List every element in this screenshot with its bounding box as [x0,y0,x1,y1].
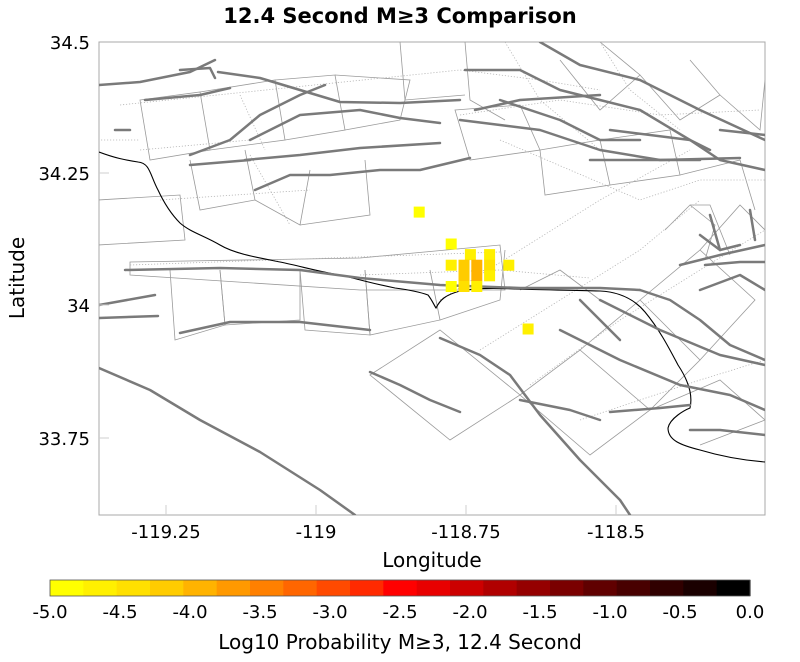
colorbar-swatch [583,580,618,596]
colorbar [50,580,751,596]
heatmap-cell [471,270,483,282]
heatmap-cell [471,259,483,271]
y-tick-label: 33.75 [38,429,90,450]
heatmap-cell [464,249,476,261]
coastline [99,151,765,463]
colorbar-frame [49,579,751,597]
colorbar-swatch [450,580,484,596]
colorbar-swatch [250,580,284,596]
colorbar-swatch [550,580,584,596]
colorbar-swatch [716,580,751,596]
colorbar-tick-label: -2.0 [452,602,487,623]
colorbar-swatch [150,580,184,596]
colorbar-swatch [50,580,84,596]
heatmap-cell [484,270,496,282]
heatmap-cell [458,281,470,292]
colorbar-tick-label: -2.5 [382,602,417,623]
colorbar-tick-label: 0.0 [736,602,765,623]
heatmap-cell [445,281,457,292]
heatmap-cell [484,249,496,261]
colorbar-swatch [350,580,384,596]
colorbar-swatch [116,580,151,596]
y-tick-labels: 34.5 34.25 34 33.75 [38,33,90,450]
heatmap-cell [458,270,470,282]
x-axis-label: Longitude [382,548,481,572]
colorbar-label: Log10 Probability M≥3, 12.4 Second [218,630,582,654]
colorbar-tick-label: -0.5 [662,602,697,623]
axis-ticks [99,172,617,515]
heatmap-cell [413,206,425,218]
colorbar-swatch [516,580,551,596]
colorbar-tick-label: -1.5 [522,602,557,623]
colorbar-swatch [83,580,118,596]
colorbar-swatch [183,580,218,596]
x-tick-label: -119 [296,522,337,543]
y-tick-label: 34 [67,296,90,317]
colorbar-swatch [683,580,718,596]
heatmap-cell [458,259,470,271]
colorbar-tick-label: -5.0 [32,602,67,623]
colorbar-tick-label: -1.0 [592,602,627,623]
basemap [99,42,765,515]
colorbar-swatch [416,580,451,596]
colorbar-swatch [650,580,684,596]
heatmap-cell [484,259,496,271]
x-tick-label: -119.25 [131,522,200,543]
colorbar-tick-labels: -5.0 -4.5 -4.0 -3.5 -3.0 -2.5 -2.0 -1.5 -1.0 -0.5… [32,602,764,623]
probability-heatmap [413,206,534,335]
colorbar-swatch [383,580,418,596]
heatmap-cell [522,323,534,335]
x-tick-label: -118.75 [431,522,500,543]
heatmap-cell [445,238,457,250]
plot-area [98,41,766,516]
y-tick-label: 34.5 [50,33,90,54]
colorbar-swatch [483,580,518,596]
x-tick-labels: -119.25 -119 -118.75 -118.5 [131,522,645,543]
faults [99,42,765,515]
colorbar-tick-label: -4.5 [102,602,137,623]
colorbar-swatch [316,580,351,596]
y-tick-label: 34.25 [38,164,90,185]
colorbar-swatch [616,580,651,596]
colorbar-swatch [216,580,251,596]
colorbar-tick-label: -3.5 [242,602,277,623]
heatmap-cell [445,259,457,271]
map-title: 12.4 Second M≥3 Comparison [223,4,576,28]
heatmap-cell [503,259,515,271]
x-tick-label: -118.5 [587,522,645,543]
colorbar-tick-label: -4.0 [172,602,207,623]
fault-outlines-dotted [99,42,765,421]
y-axis-label: Latitude [5,237,29,319]
colorbar-swatch [283,580,318,596]
colorbar-tick-label: -3.0 [312,602,347,623]
heatmap-cell [471,281,483,292]
